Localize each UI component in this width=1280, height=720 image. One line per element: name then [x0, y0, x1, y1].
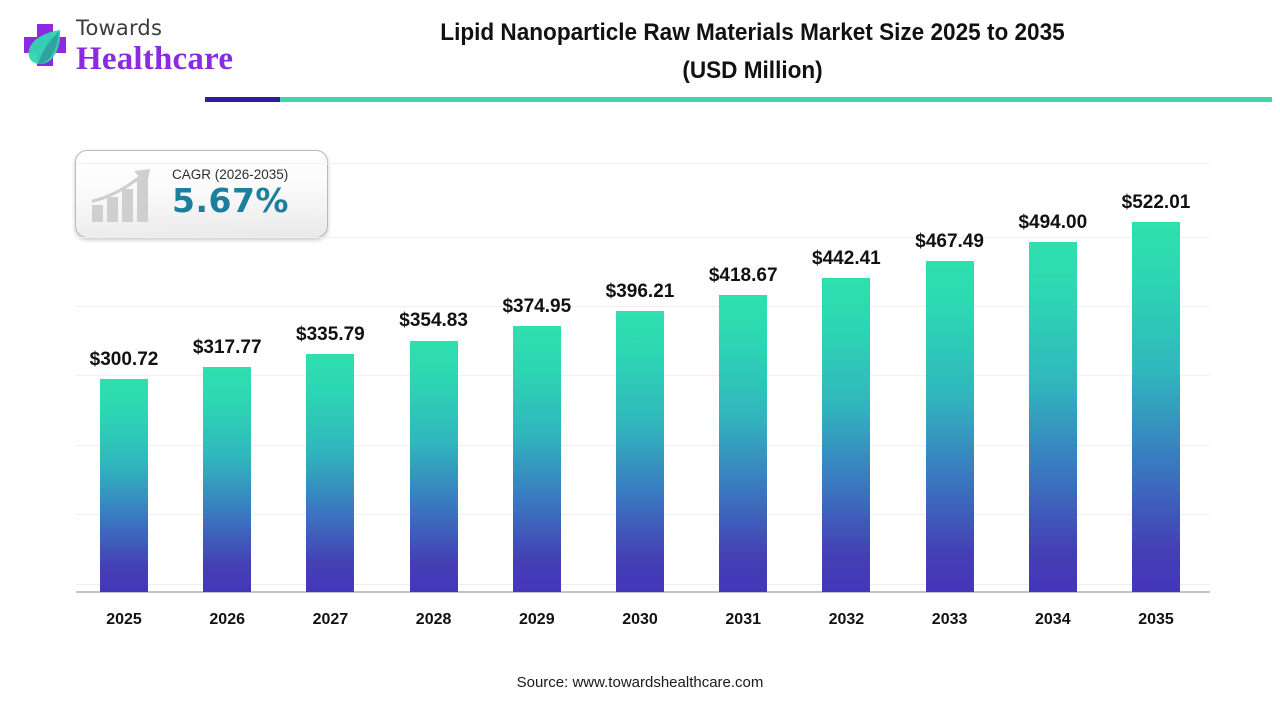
x-tick-label-2029: 2029 — [519, 611, 555, 628]
bar-2030[interactable] — [616, 311, 664, 592]
bar-value-label-2027: $335.79 — [296, 323, 365, 345]
gridline — [76, 306, 1210, 307]
cross-leaf-logo-icon — [24, 24, 66, 66]
x-tick-label-2034: 2034 — [1035, 611, 1071, 628]
page-title-line1: Lipid Nanoparticle Raw Materials Market … — [440, 19, 1065, 46]
bar-2029[interactable] — [512, 326, 561, 592]
x-tick-label-2035: 2035 — [1138, 611, 1174, 628]
x-tick-label-2030: 2030 — [622, 611, 658, 628]
gridline — [76, 163, 1210, 164]
x-tick-label-2026: 2026 — [209, 611, 245, 628]
bar-2035[interactable] — [1132, 222, 1180, 592]
bar-value-label-2035: $522.01 — [1121, 192, 1191, 213]
x-tick-label-2031: 2031 — [725, 611, 761, 628]
x-tick-label-2032: 2032 — [828, 611, 865, 628]
source-text: Source: www.towardshealthcare.com — [516, 674, 764, 691]
header-divider-indigo — [205, 97, 280, 102]
cagr-value: 5.67% — [172, 181, 289, 220]
bar-value-label-2026: $317.77 — [192, 336, 262, 358]
x-tick-label-2028: 2028 — [415, 611, 452, 628]
cagr-badge: CAGR (2026-2035) 5.67% — [75, 150, 328, 238]
bar-value-label-2033: $467.49 — [915, 230, 984, 252]
bar-2032[interactable] — [822, 278, 871, 592]
bar-value-label-2025: $300.72 — [89, 348, 159, 370]
header-divider-teal — [205, 97, 1272, 102]
page-title: Lipid Nanoparticle Raw Materials Market … — [327, 14, 1178, 90]
brand-logo: Towards Healthcare — [14, 14, 264, 90]
bar-2025[interactable] — [100, 378, 148, 592]
bar-value-label-2030: $396.21 — [605, 281, 675, 303]
bar-2034[interactable] — [1028, 241, 1077, 592]
bar-2028[interactable] — [409, 340, 458, 592]
bar-chart-growth-icon — [91, 169, 150, 222]
bar-value-label-2028: $354.83 — [399, 310, 468, 332]
brand-wordmark: Towards Healthcare — [76, 16, 233, 77]
bar-value-label-2029: $374.95 — [502, 296, 572, 318]
bar-2033[interactable] — [925, 260, 974, 592]
page-title-line2: (USD Million) — [682, 57, 823, 84]
x-tick-label-2027: 2027 — [312, 611, 349, 628]
x-axis-line — [76, 591, 1210, 593]
brand-name-bottom: Healthcare — [76, 41, 234, 77]
x-tick-label-2033: 2033 — [931, 611, 968, 628]
brand-name-top: Towards — [76, 16, 163, 40]
gridline — [76, 237, 1210, 238]
cagr-label: CAGR (2026-2035) — [172, 167, 289, 182]
bar-value-label-2032: $442.41 — [812, 248, 881, 270]
bar-value-label-2031: $418.67 — [708, 265, 778, 287]
x-tick-label-2025: 2025 — [106, 611, 142, 628]
bar-value-label-2034: $494.00 — [1018, 211, 1088, 233]
bar-2027[interactable] — [306, 354, 355, 592]
bar-2026[interactable] — [203, 366, 252, 592]
bar-2031[interactable] — [719, 295, 768, 592]
